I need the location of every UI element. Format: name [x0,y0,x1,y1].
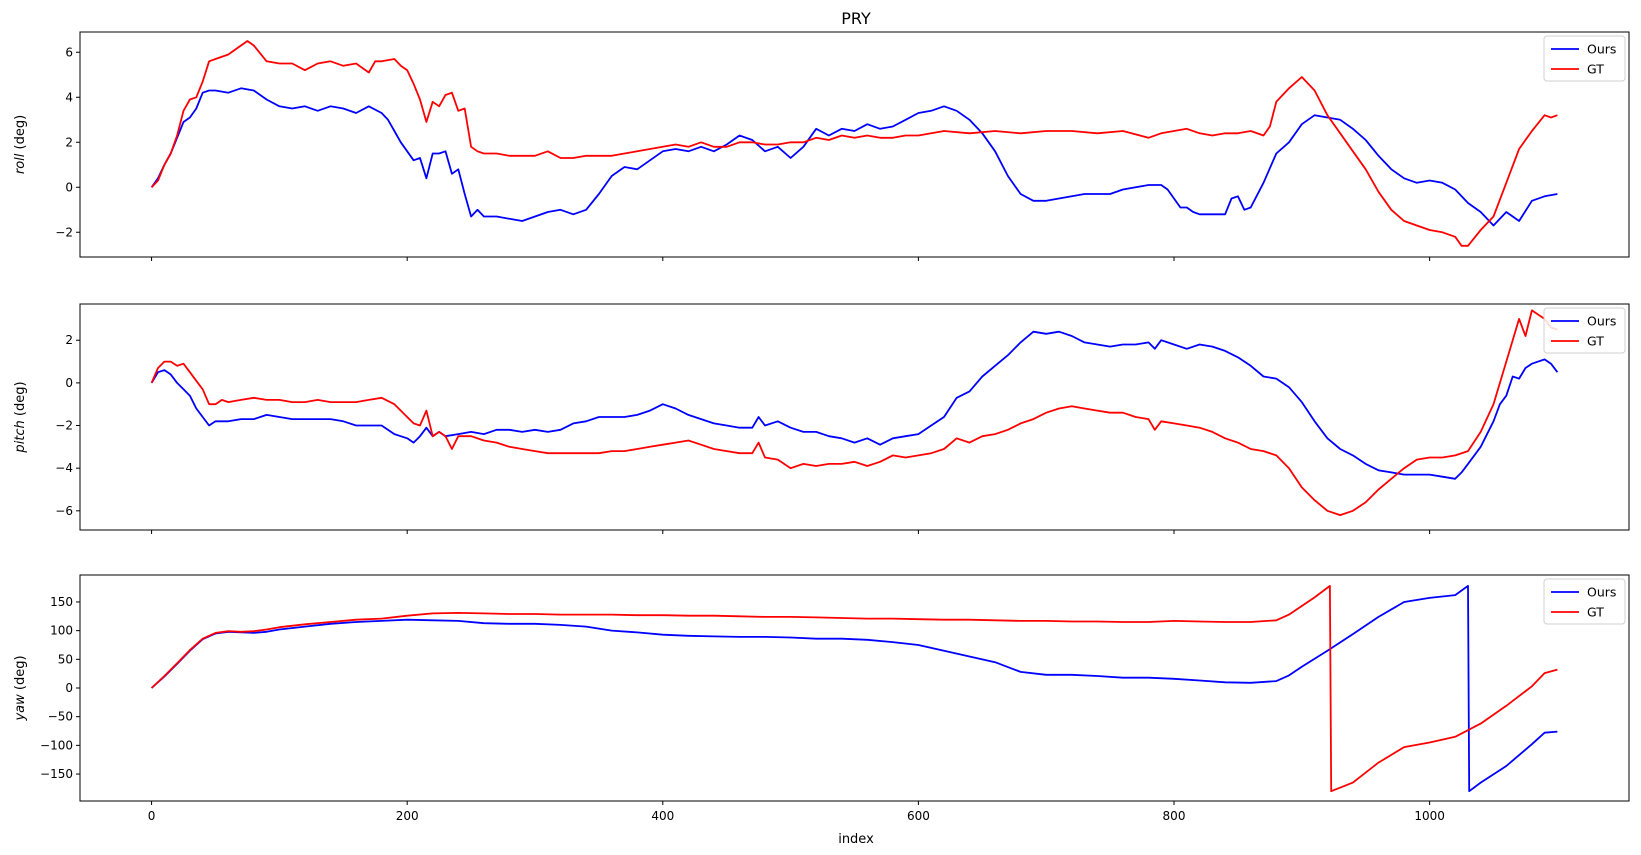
roll-legend-label-gt: GT [1587,62,1604,77]
yaw-ytick-label: 0 [65,681,73,695]
pitch-legend-label-gt: GT [1587,334,1604,349]
pitch-series-ours-line [150,330,1559,480]
yaw-ytick-label: −150 [40,767,73,781]
yaw-xtick-label: 600 [907,809,930,823]
yaw-y-axis-label: yaw (deg) [13,655,28,721]
pitch-ytick-label: −6 [55,504,73,518]
yaw-legend-label-ours: Ours [1587,585,1616,600]
roll-legend-label-ours: Ours [1587,42,1616,57]
yaw-legend: Ours GT [1543,578,1626,625]
pitch-series-gt-line [150,309,1558,516]
yaw-xtick-label: 800 [1163,809,1186,823]
roll-ytick-label: 6 [65,45,73,59]
pitch-axes-frame [79,303,1630,531]
pitch-ytick-label: −4 [55,461,73,475]
yaw-legend-label-gt: GT [1587,605,1604,620]
roll-subplot: −2 0 2 4 6 roll (deg) Ours GT [13,31,1630,261]
yaw-ytick-label: 150 [50,595,73,609]
pitch-legend-label-ours: Ours [1587,314,1616,329]
yaw-series-ours-line [150,585,1558,793]
pitch-legend: Ours GT [1543,307,1626,354]
yaw-xtick-label: 0 [148,809,156,823]
roll-legend: Ours GT [1543,35,1626,82]
figure-title: PRY [841,9,871,28]
pitch-ytick-label: 2 [65,333,73,347]
yaw-xtick-label: 400 [651,809,674,823]
roll-series-gt-line [150,40,1558,247]
pitch-y-axis-label: pitch (deg) [13,381,28,453]
roll-series-ours-line [150,87,1558,227]
pitch-subplot: −6 −4 −2 0 2 pitch (deg) Ours GT [13,303,1630,534]
yaw-ytick-label: −50 [48,710,73,724]
yaw-xtick-label: 1000 [1414,809,1445,823]
yaw-series-gt-line [150,585,1558,793]
roll-ytick-label: 2 [65,135,73,149]
pitch-ytick-label: 0 [65,376,73,390]
roll-ytick-label: 4 [65,90,73,104]
yaw-ytick-label: 100 [50,624,73,638]
yaw-axes-frame [79,574,1630,802]
roll-ytick-label: −2 [55,225,73,239]
pitch-ytick-label: −2 [55,419,73,433]
roll-axes-frame [79,31,1630,258]
x-axis-label: index [838,832,874,847]
roll-ytick-label: 0 [65,180,73,194]
yaw-ytick-label: −100 [40,738,73,752]
roll-y-axis-label: roll (deg) [13,115,28,174]
yaw-xtick-label: 200 [396,809,419,823]
yaw-subplot: −150 −100 −50 0 50 100 150 0 200 400 600 800 1000 yaw… [13,574,1630,823]
yaw-ytick-label: 50 [58,652,73,666]
